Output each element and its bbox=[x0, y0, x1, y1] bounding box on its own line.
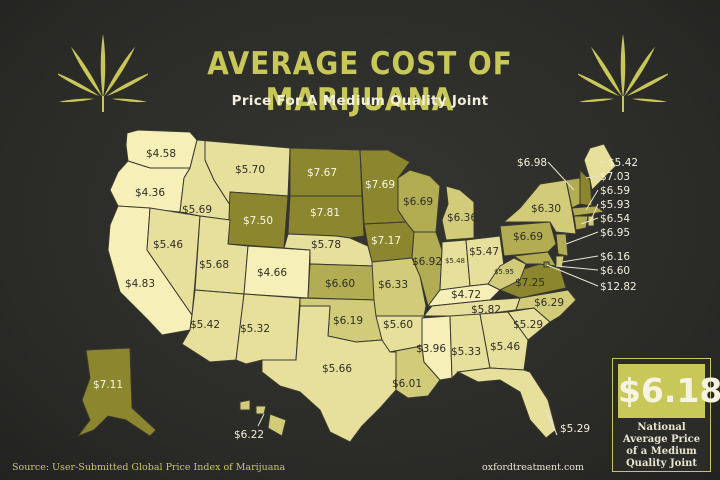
state-ak bbox=[76, 347, 157, 438]
state-ct bbox=[573, 215, 589, 231]
price-label-ia: $7.17 bbox=[371, 235, 401, 247]
page-subtitle: Price For A Medium Quality Joint bbox=[231, 93, 489, 109]
price-label-mi: $6.36 bbox=[447, 212, 477, 224]
price-label-wa: $4.58 bbox=[146, 148, 176, 160]
price-label-il: $6.92 bbox=[412, 256, 442, 268]
price-label-ca: $4.83 bbox=[125, 278, 155, 290]
national-average-value: $6.18 bbox=[618, 364, 720, 418]
price-label-ak: $7.11 bbox=[93, 379, 123, 391]
price-label-fl: $5.29 bbox=[560, 423, 590, 435]
price-label-ma: $6.59 bbox=[600, 185, 630, 197]
price-label-me: $5.42 bbox=[608, 157, 638, 169]
price-label-in: $5.48 bbox=[445, 257, 465, 265]
state-tx bbox=[261, 305, 397, 443]
state-me bbox=[583, 143, 617, 192]
price-label-wi: $6.69 bbox=[403, 196, 433, 208]
price-label-nm: $5.32 bbox=[240, 323, 270, 335]
price-label-ny: $6.30 bbox=[531, 203, 561, 215]
price-label-ct: $6.54 bbox=[600, 213, 630, 225]
site-credit: oxfordtreatment.com bbox=[482, 462, 585, 473]
price-label-sd: $7.81 bbox=[310, 207, 340, 219]
price-label-mt: $5.70 bbox=[235, 164, 265, 176]
callout-lines bbox=[257, 161, 606, 436]
price-label-vt: $6.98 bbox=[517, 157, 547, 169]
price-label-tx: $5.66 bbox=[322, 363, 352, 375]
cannabis-leaf-icon bbox=[578, 34, 668, 112]
price-label-ne: $5.78 bbox=[311, 239, 341, 251]
state-nj bbox=[555, 233, 569, 257]
page-title: AVERAGE COST OF MARIJUANA bbox=[207, 46, 513, 118]
state-mi bbox=[441, 185, 475, 241]
national-average-box: $6.18 National Average Price of a Medium… bbox=[612, 358, 720, 472]
cannabis-leaf-icon bbox=[58, 34, 148, 112]
price-label-pa: $6.69 bbox=[513, 231, 543, 243]
price-label-nj: $6.95 bbox=[600, 227, 630, 239]
state-in bbox=[439, 239, 471, 291]
price-label-wv: $5.95 bbox=[494, 268, 514, 276]
price-label-de: $6.16 bbox=[600, 251, 630, 263]
price-label-co: $4.66 bbox=[257, 267, 287, 279]
state-ga bbox=[479, 311, 529, 371]
price-label-nc: $6.29 bbox=[534, 297, 564, 309]
state-de bbox=[555, 255, 565, 269]
price-label-ms: $3.96 bbox=[416, 343, 446, 355]
price-label-hi: $6.22 bbox=[234, 429, 264, 441]
price-label-ky: $4.72 bbox=[451, 289, 481, 301]
state-dc bbox=[543, 261, 550, 268]
price-label-mn: $7.69 bbox=[365, 179, 395, 191]
price-label-mo: $6.33 bbox=[378, 279, 408, 291]
price-label-la: $6.01 bbox=[392, 378, 422, 390]
price-label-wy: $7.50 bbox=[243, 215, 273, 227]
price-label-id: $5.69 bbox=[182, 204, 212, 216]
price-label-sc: $5.29 bbox=[513, 319, 543, 331]
price-label-ks: $6.60 bbox=[325, 278, 355, 290]
state-fl bbox=[456, 367, 557, 439]
price-label-nh: $7.03 bbox=[600, 171, 630, 183]
price-label-az: $5.42 bbox=[190, 319, 220, 331]
price-label-tn: $5.82 bbox=[471, 304, 501, 316]
price-label-ga: $5.46 bbox=[490, 341, 520, 353]
state-wv bbox=[487, 257, 527, 291]
price-label-dc: $12.82 bbox=[600, 281, 637, 293]
price-label-nv: $5.46 bbox=[153, 239, 183, 251]
price-label-al: $5.33 bbox=[451, 346, 481, 358]
price-label-va: $7.25 bbox=[515, 277, 545, 289]
price-label-oh: $5.47 bbox=[469, 246, 499, 258]
price-label-nd: $7.67 bbox=[307, 167, 337, 179]
price-label-ri: $5.93 bbox=[600, 199, 630, 211]
source-note: Source: User-Submitted Global Price Inde… bbox=[12, 462, 286, 473]
price-label-md: $6.60 bbox=[600, 265, 630, 277]
state-pa bbox=[499, 221, 557, 257]
national-average-label: National Average Price of a Medium Quali… bbox=[622, 422, 701, 469]
price-label-or: $4.36 bbox=[135, 187, 165, 199]
price-label-ok: $6.19 bbox=[333, 315, 363, 327]
price-label-ar: $5.60 bbox=[383, 319, 413, 331]
price-label-ut: $5.68 bbox=[199, 259, 229, 271]
